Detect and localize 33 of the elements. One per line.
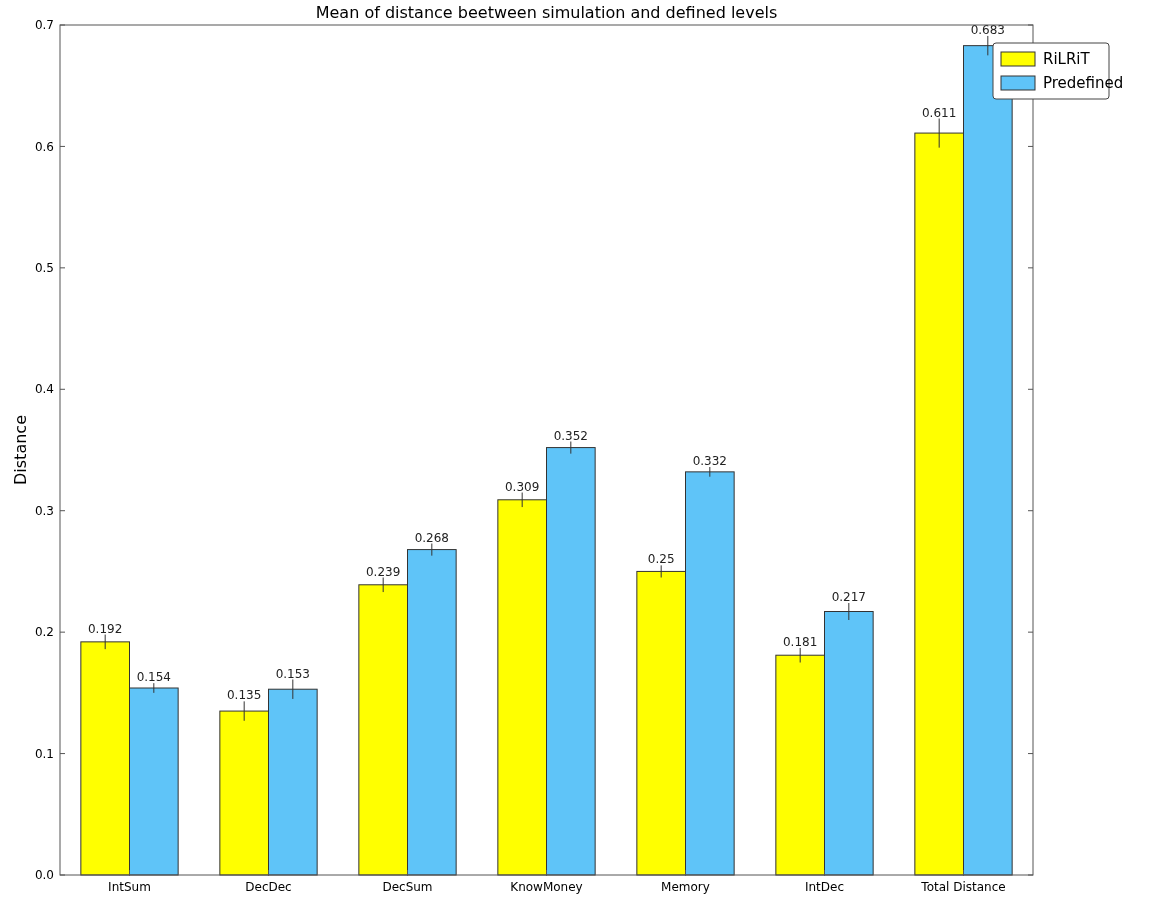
x-tick-label: KnowMoney bbox=[510, 880, 583, 894]
data-label: 0.352 bbox=[553, 428, 588, 443]
x-tick-label: DecSum bbox=[382, 880, 433, 894]
data-label: 0.332 bbox=[692, 454, 727, 468]
data-label: 0.309 bbox=[505, 479, 540, 494]
data-label: 0.239 bbox=[366, 564, 401, 579]
x-tick-label: DecDec bbox=[245, 880, 292, 894]
data-label: 0.181 bbox=[783, 634, 818, 649]
data-label: 0.217 bbox=[831, 590, 866, 604]
y-tick-label: 0.4 bbox=[34, 382, 54, 397]
x-tick-label: Memory bbox=[661, 880, 710, 894]
y-tick-label: 0.2 bbox=[34, 625, 54, 640]
legend-label: RiLRiT bbox=[1043, 50, 1091, 69]
legend-label: Predefined bbox=[1043, 74, 1124, 93]
x-tick-label: IntDec bbox=[804, 880, 845, 894]
y-tick-label: 0.6 bbox=[34, 139, 54, 154]
y-tick-label: 0.3 bbox=[34, 503, 54, 518]
data-label: 0.611 bbox=[922, 105, 957, 120]
y-tick-label: 0.7 bbox=[34, 18, 54, 33]
data-label: 0.683 bbox=[970, 22, 1005, 37]
data-label: 0.154 bbox=[136, 670, 171, 685]
data-label: 0.153 bbox=[275, 666, 310, 681]
data-label: 0.192 bbox=[88, 621, 123, 636]
y-tick-label: 0.5 bbox=[34, 261, 54, 276]
data-label: 0.25 bbox=[647, 552, 675, 567]
x-tick-label: IntSum bbox=[108, 880, 151, 894]
data-label: 0.268 bbox=[414, 530, 449, 545]
y-tick-label: 0.1 bbox=[34, 746, 54, 761]
y-tick-label: 0.0 bbox=[34, 868, 54, 883]
y-axis-title: Distance bbox=[11, 415, 30, 485]
data-label: 0.135 bbox=[227, 688, 262, 703]
chart-title: Mean of distance beetween simulation and defined levels bbox=[315, 3, 778, 22]
x-tick-label: Total Distance bbox=[920, 880, 1006, 894]
